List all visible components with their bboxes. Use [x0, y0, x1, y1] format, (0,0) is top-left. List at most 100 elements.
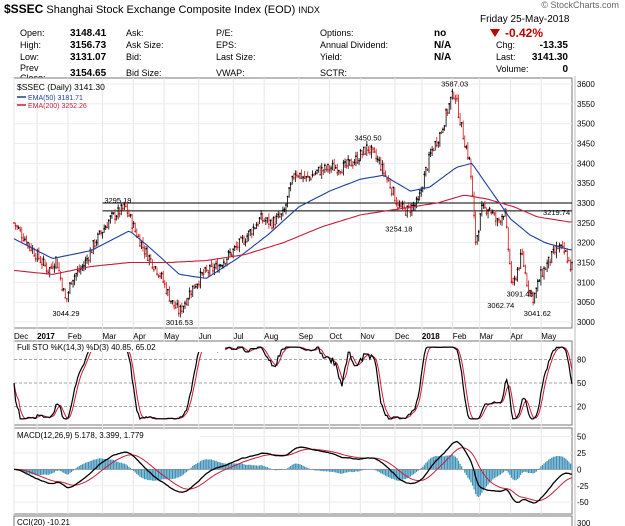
cci-title: CCI(20) -10.21: [17, 518, 70, 526]
price-tick-label: 3400: [577, 159, 595, 168]
price-tick-label: 3150: [577, 259, 595, 268]
macd-tick-label: -25: [577, 482, 589, 491]
exchange-label: INDX: [298, 5, 320, 15]
change-value: -13.35: [539, 40, 568, 51]
quote-label: Options:: [320, 28, 354, 38]
last-row: Last: 3141.30: [496, 52, 568, 64]
x-tick-label: Dec: [395, 332, 409, 341]
quote-row: High: 3156.73 Ask Size: EPS: Annual Dividend…: [18, 39, 480, 51]
x-tick-label: Mar: [480, 332, 494, 341]
price-tick-label: 3350: [577, 179, 595, 188]
main-chart-title: $SSEC (Daily) 3141.30: [17, 82, 105, 92]
right-scrollbar[interactable]: [574, 76, 576, 526]
quote-value: N/A: [434, 51, 452, 63]
volume-row: Volume: 0: [496, 64, 568, 76]
quote-label: Bid:: [126, 52, 142, 62]
change-label: Chg:: [496, 40, 516, 50]
x-tick-label: Nov: [360, 332, 374, 341]
cci-tick-label: 300: [577, 519, 591, 526]
price-tick-label: 3450: [577, 139, 595, 148]
stochastic-tick-label: 20: [577, 402, 586, 411]
x-tick-label: Jul: [233, 332, 243, 341]
quote-value: no: [434, 27, 447, 39]
legend-entry: EMA(50) 3181.71: [28, 95, 83, 102]
x-tick-label: Dec: [14, 332, 28, 341]
x-tick-label: Feb: [453, 332, 467, 341]
x-tick-label: Apr: [510, 332, 523, 341]
ema200-series-line: [13, 194, 573, 275]
x-tick-label: May: [164, 332, 179, 341]
quote-value: 3154.65: [70, 67, 107, 79]
x-tick-label: Jun: [199, 332, 212, 341]
quote-label: Ask Size:: [126, 40, 164, 50]
quote-value: 3148.41: [70, 27, 107, 39]
quote-label: Annual Dividend:: [320, 40, 389, 50]
quote-value: 3156.73: [70, 39, 107, 51]
quote-label: SCTR:: [320, 68, 347, 78]
change-row: Chg: -13.35: [496, 40, 568, 52]
price-tick-label: 3000: [577, 318, 595, 327]
price-tick-label: 3250: [577, 219, 595, 228]
percent-change: -0.42%: [505, 26, 544, 40]
x-tick-label: Sep: [299, 332, 314, 341]
price-tick-label: 3300: [577, 199, 595, 208]
last-label: Last:: [496, 52, 516, 62]
price-annotation: 3450.50: [354, 133, 381, 142]
last-value: 3141.30: [531, 52, 568, 63]
x-tick-label: Feb: [68, 332, 82, 341]
cci-panel-frame: [13, 515, 573, 526]
price-annotation: 3062.74: [487, 301, 514, 310]
symbol-label: $SSEC: [4, 2, 44, 16]
price-tick-label: 3500: [577, 120, 595, 129]
quote-label: Bid Size:: [126, 68, 162, 78]
main-legend: [17, 96, 26, 106]
change-summary: Chg: -13.35 Last: 3141.30 Volume: 0: [496, 40, 568, 76]
price-tick-label: 3100: [577, 278, 595, 287]
x-tick-label: 2017: [37, 332, 55, 341]
quote-label: EPS:: [216, 40, 237, 50]
quote-row: Open: 3148.41 Ask: P/E: Options: no: [18, 27, 480, 39]
macd-tick-label: 50: [577, 433, 586, 442]
x-tick-label: Aug: [264, 332, 278, 341]
x-tick-label: Oct: [330, 332, 343, 341]
price-tick-label: 3200: [577, 239, 595, 248]
price-annotation: 3091.46: [506, 289, 533, 298]
stochastic-title-bg: [15, 342, 225, 352]
quote-label: Last Size:: [216, 52, 256, 62]
price-annotation: 3219.74: [543, 208, 570, 217]
stochastic-panel-frame: [13, 340, 573, 426]
stochastic-tick-label: 50: [577, 379, 586, 388]
quote-label: High:: [20, 40, 42, 50]
stochastic-title: Full STO %K(14,3) %D(3) 40.85, 65.02: [17, 343, 156, 352]
price-tick-label: 3050: [577, 298, 595, 307]
price-tick-label: 3600: [577, 80, 595, 89]
macd-tick-label: 0: [577, 465, 582, 474]
x-tick-label: May: [541, 332, 556, 341]
volume-value: 0: [562, 64, 568, 75]
price-annotation: 3295.19: [104, 196, 131, 205]
quote-label: Yield:: [320, 52, 343, 62]
brand-logo[interactable]: © StockCharts.com: [541, 0, 619, 10]
price-annotation: 3016.53: [166, 318, 193, 327]
down-arrow-icon: [490, 29, 500, 37]
x-tick-label: 2018: [422, 332, 440, 341]
price-tick-label: 3550: [577, 100, 595, 109]
price-annotation: 3044.29: [52, 309, 79, 318]
index-name: Shanghai Stock Exchange Composite Index …: [46, 4, 296, 16]
price-annotation: 3587.03: [441, 79, 468, 88]
macd-title: MACD(12,26,9) 5.178, 3.399, 1.779: [17, 431, 144, 440]
quote-row: Low: 3131.07 Bid: Last Size: Yield: N/A: [18, 51, 480, 63]
chart-title-header: $SSEC Shanghai Stock Exchange Composite …: [4, 2, 320, 16]
quote-date: Friday 25-May-2018: [480, 14, 570, 25]
stochastic-tick-label: 80: [577, 356, 586, 365]
price-annotation: 3041.62: [524, 309, 551, 318]
volume-label: Volume:: [496, 64, 529, 74]
price-annotation: 3254.18: [385, 225, 412, 234]
macd-tick-label: -50: [577, 498, 589, 507]
x-tick-label: Apr: [133, 332, 146, 341]
quote-value: 3131.07: [70, 51, 107, 63]
quote-label: VWAP:: [216, 68, 245, 78]
quote-label: P/E:: [216, 28, 234, 38]
macd-title-bg: [15, 430, 200, 440]
